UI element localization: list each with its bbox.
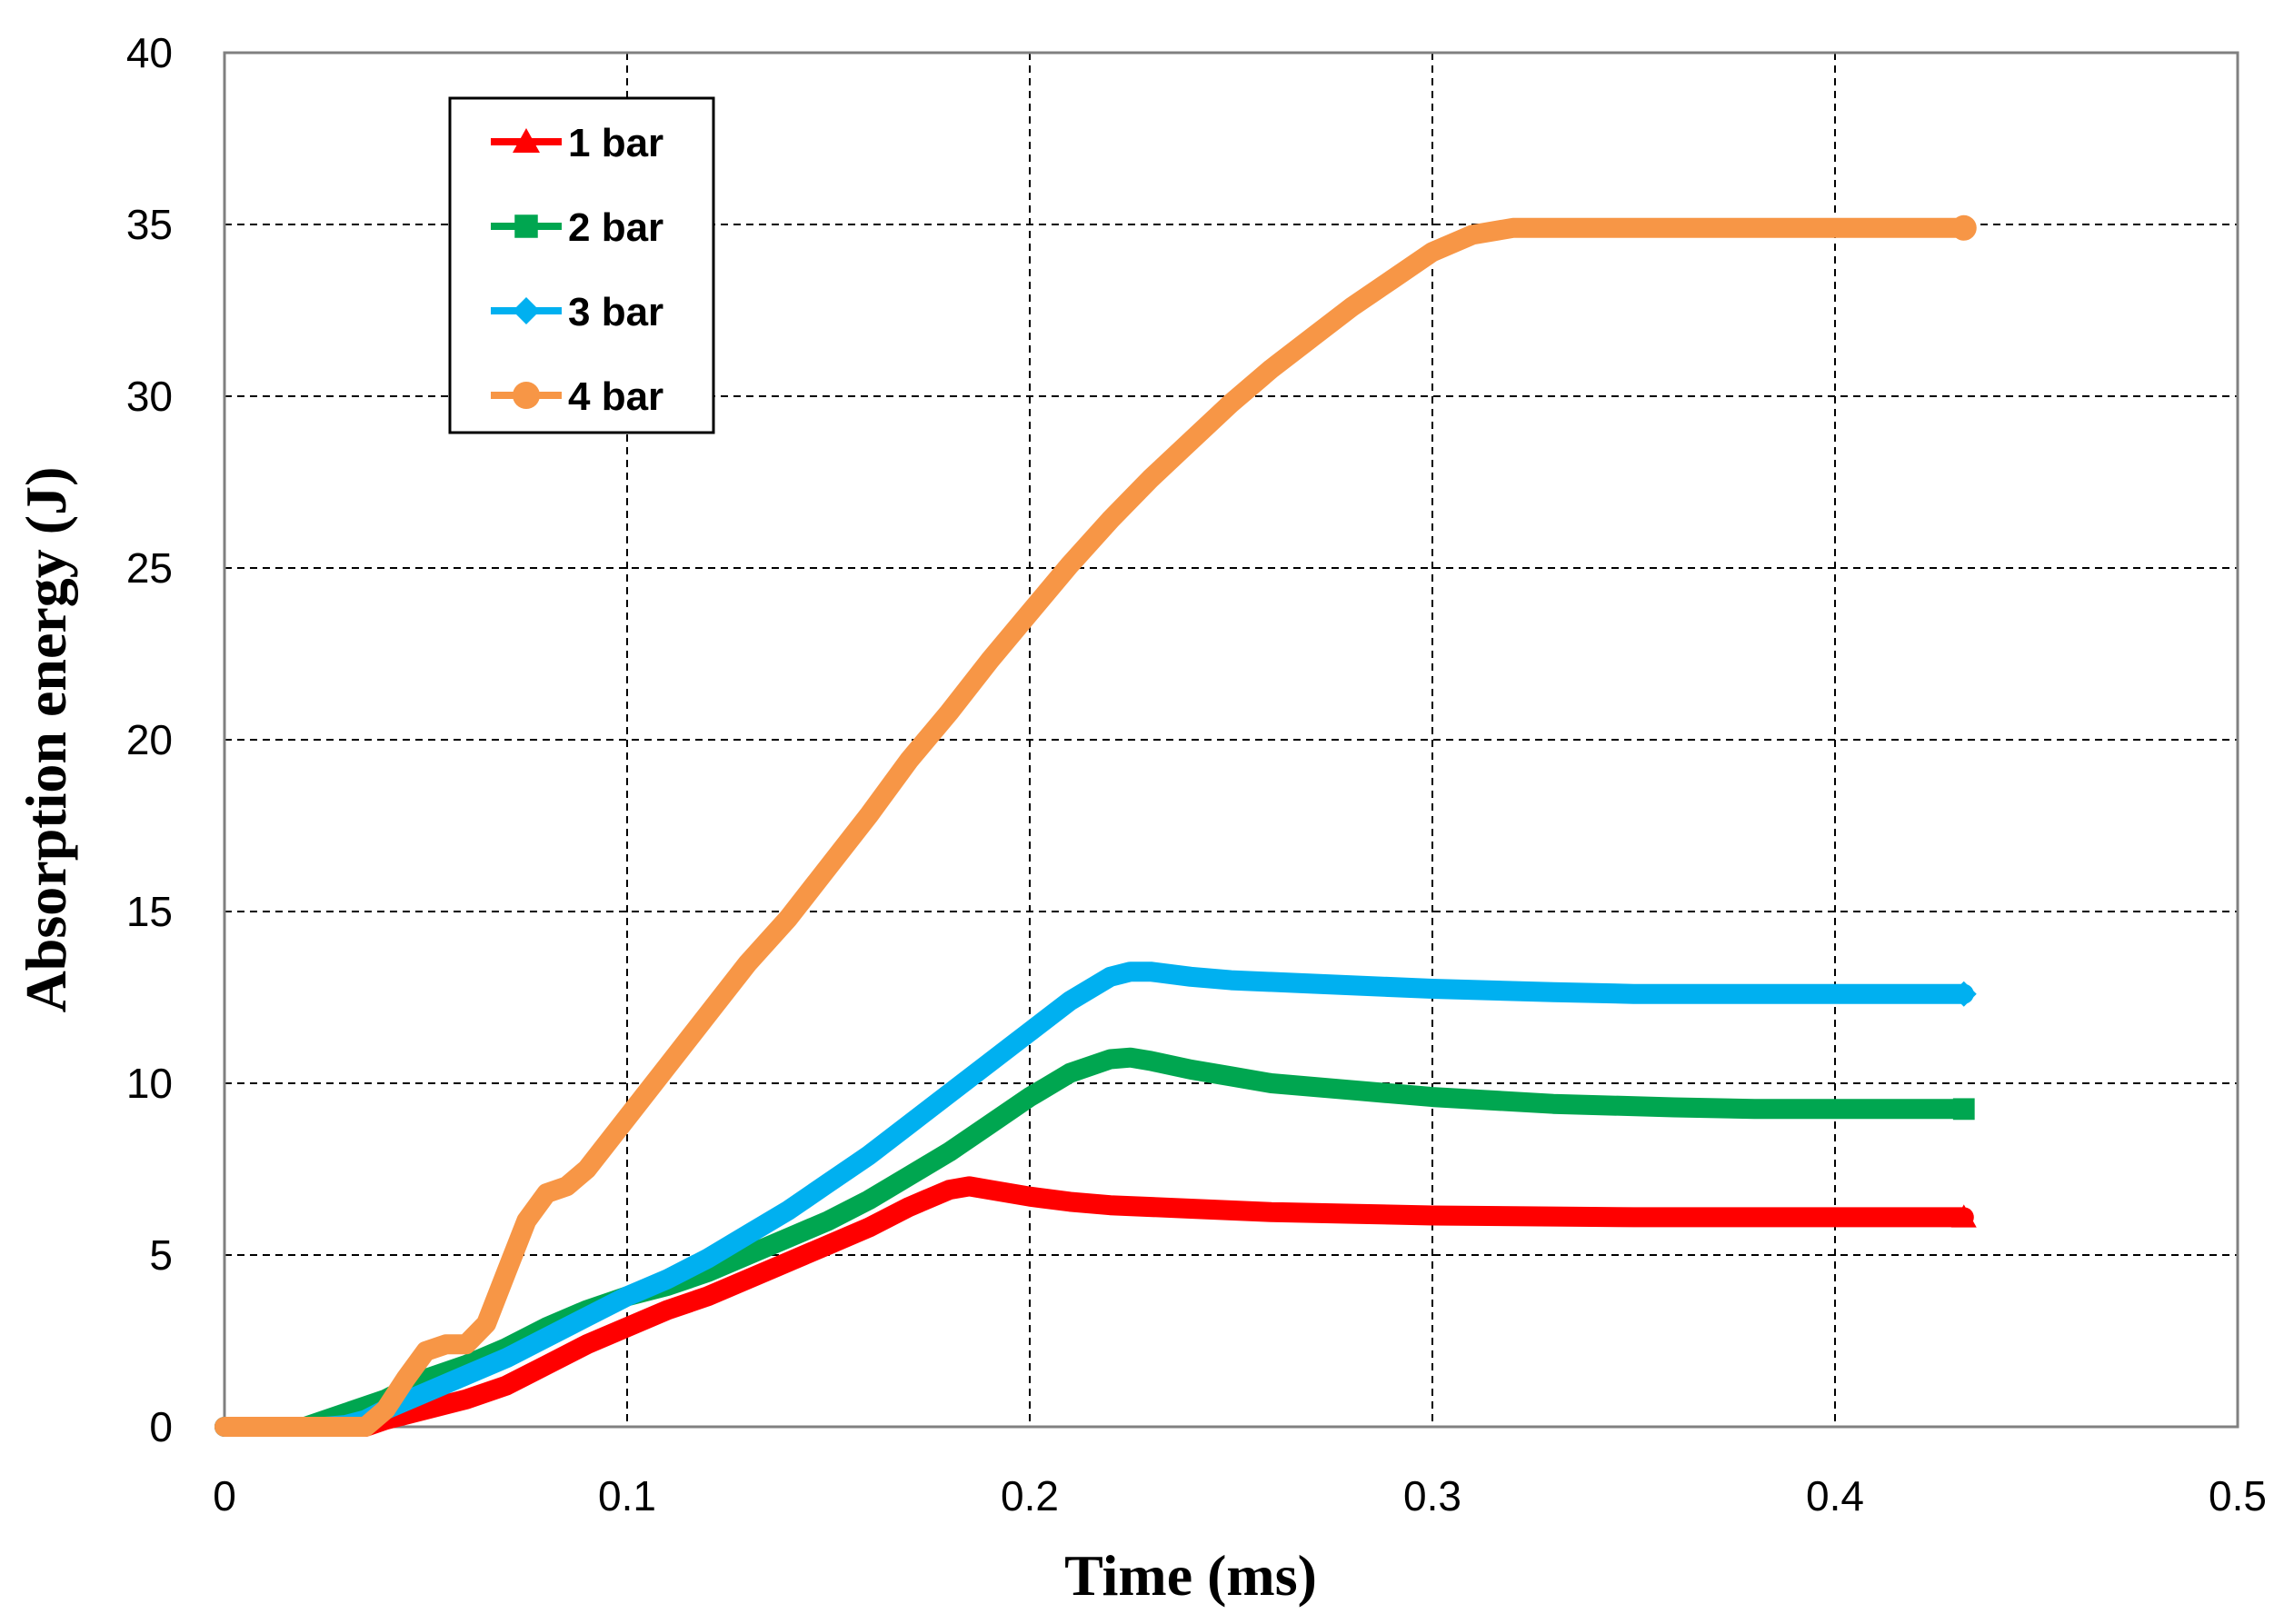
x-tick-label: 0.3: [1403, 1472, 1461, 1519]
legend-label-2-bar: 2 bar: [568, 205, 663, 250]
plot-area-border: [223, 51, 2239, 1429]
legend-box: [448, 96, 715, 434]
legend-marker-1-bar: [513, 128, 540, 153]
series-line-3-bar: [214, 961, 1974, 1437]
y-axis-title: Absorption energy (J): [14, 467, 78, 1013]
legend-label-1-bar: 1 bar: [568, 121, 663, 165]
x-tick-label: 0.1: [598, 1472, 656, 1519]
x-tick-label: 0: [213, 1472, 236, 1519]
y-tick-label: 40: [126, 29, 173, 76]
y-tick-label: 20: [126, 716, 173, 763]
legend-marker-3-bar: [513, 297, 540, 324]
y-tick-label: 15: [126, 888, 173, 935]
series-end-marker-3-bar: [1950, 981, 1977, 1007]
y-tick-label: 25: [126, 544, 173, 592]
legend-label-4-bar: 4 bar: [568, 374, 663, 419]
x-tick-label: 0.4: [1806, 1472, 1864, 1519]
y-axis-ticks: 0 5 10 15 20 25 30 35 40: [126, 29, 173, 1450]
legend-marker-2-bar: [514, 214, 538, 238]
y-tick-label: 0: [149, 1403, 173, 1450]
legend-marker-4-bar: [513, 382, 540, 409]
y-tick-label: 35: [126, 201, 173, 248]
y-tick-label: 5: [149, 1231, 173, 1279]
y-tick-label: 10: [126, 1060, 173, 1107]
series-line-4-bar: [214, 217, 1974, 1437]
series-end-marker-1-bar: [1950, 1204, 1977, 1228]
x-axis-ticks: 0 0.1 0.2 0.3 0.4 0.5: [213, 1472, 2267, 1519]
series-line-1-bar: [214, 1176, 1974, 1437]
legend: 1 bar 2 bar 3 bar 4 bar: [448, 96, 715, 434]
series-end-marker-2-bar: [1952, 1098, 1975, 1121]
legend-label-3-bar: 3 bar: [568, 290, 663, 334]
series-end-marker-4-bar: [1950, 214, 1977, 241]
x-axis-title: Time (ms): [1064, 1543, 1317, 1608]
series-layer: [214, 214, 1977, 1437]
x-tick-label: 0.2: [1001, 1472, 1059, 1519]
x-tick-label: 0.5: [2209, 1472, 2267, 1519]
y-tick-label: 30: [126, 373, 173, 420]
